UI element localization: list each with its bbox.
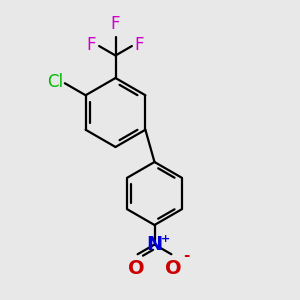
Text: +: + bbox=[161, 234, 170, 244]
Text: F: F bbox=[111, 15, 120, 33]
Text: O: O bbox=[128, 259, 144, 278]
Text: O: O bbox=[165, 259, 181, 278]
Text: N: N bbox=[146, 235, 163, 254]
Text: -: - bbox=[183, 248, 189, 263]
Text: Cl: Cl bbox=[47, 73, 63, 91]
Text: F: F bbox=[87, 35, 96, 53]
Text: F: F bbox=[135, 35, 144, 53]
